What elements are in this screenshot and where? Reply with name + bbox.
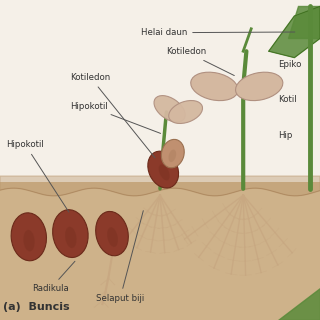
Bar (0, 182, 320, 320)
Text: Radikula: Radikula (32, 261, 75, 293)
Ellipse shape (161, 140, 184, 168)
Ellipse shape (107, 227, 118, 247)
Ellipse shape (96, 212, 128, 256)
Text: Kotiledon: Kotiledon (166, 47, 234, 76)
Text: Hipokotil: Hipokotil (70, 102, 161, 133)
Text: Epiko: Epiko (278, 60, 302, 69)
Ellipse shape (191, 72, 238, 100)
Ellipse shape (11, 213, 46, 261)
Polygon shape (288, 6, 320, 38)
Ellipse shape (169, 149, 176, 162)
Text: Hipokotil: Hipokotil (6, 140, 69, 212)
Ellipse shape (236, 72, 283, 100)
Text: Kotil: Kotil (278, 95, 297, 104)
Ellipse shape (154, 96, 185, 122)
Text: (a)  Buncis: (a) Buncis (3, 302, 70, 312)
Ellipse shape (148, 151, 179, 188)
Polygon shape (269, 6, 320, 58)
Text: Helai daun: Helai daun (141, 28, 295, 37)
Ellipse shape (23, 230, 35, 252)
Ellipse shape (169, 100, 203, 124)
Text: Selaput biji: Selaput biji (96, 211, 144, 303)
Polygon shape (278, 288, 320, 320)
Text: Hip: Hip (278, 131, 293, 140)
Ellipse shape (159, 164, 170, 180)
Ellipse shape (65, 227, 76, 248)
Text: Kotiledon: Kotiledon (70, 73, 155, 158)
Ellipse shape (53, 210, 88, 258)
